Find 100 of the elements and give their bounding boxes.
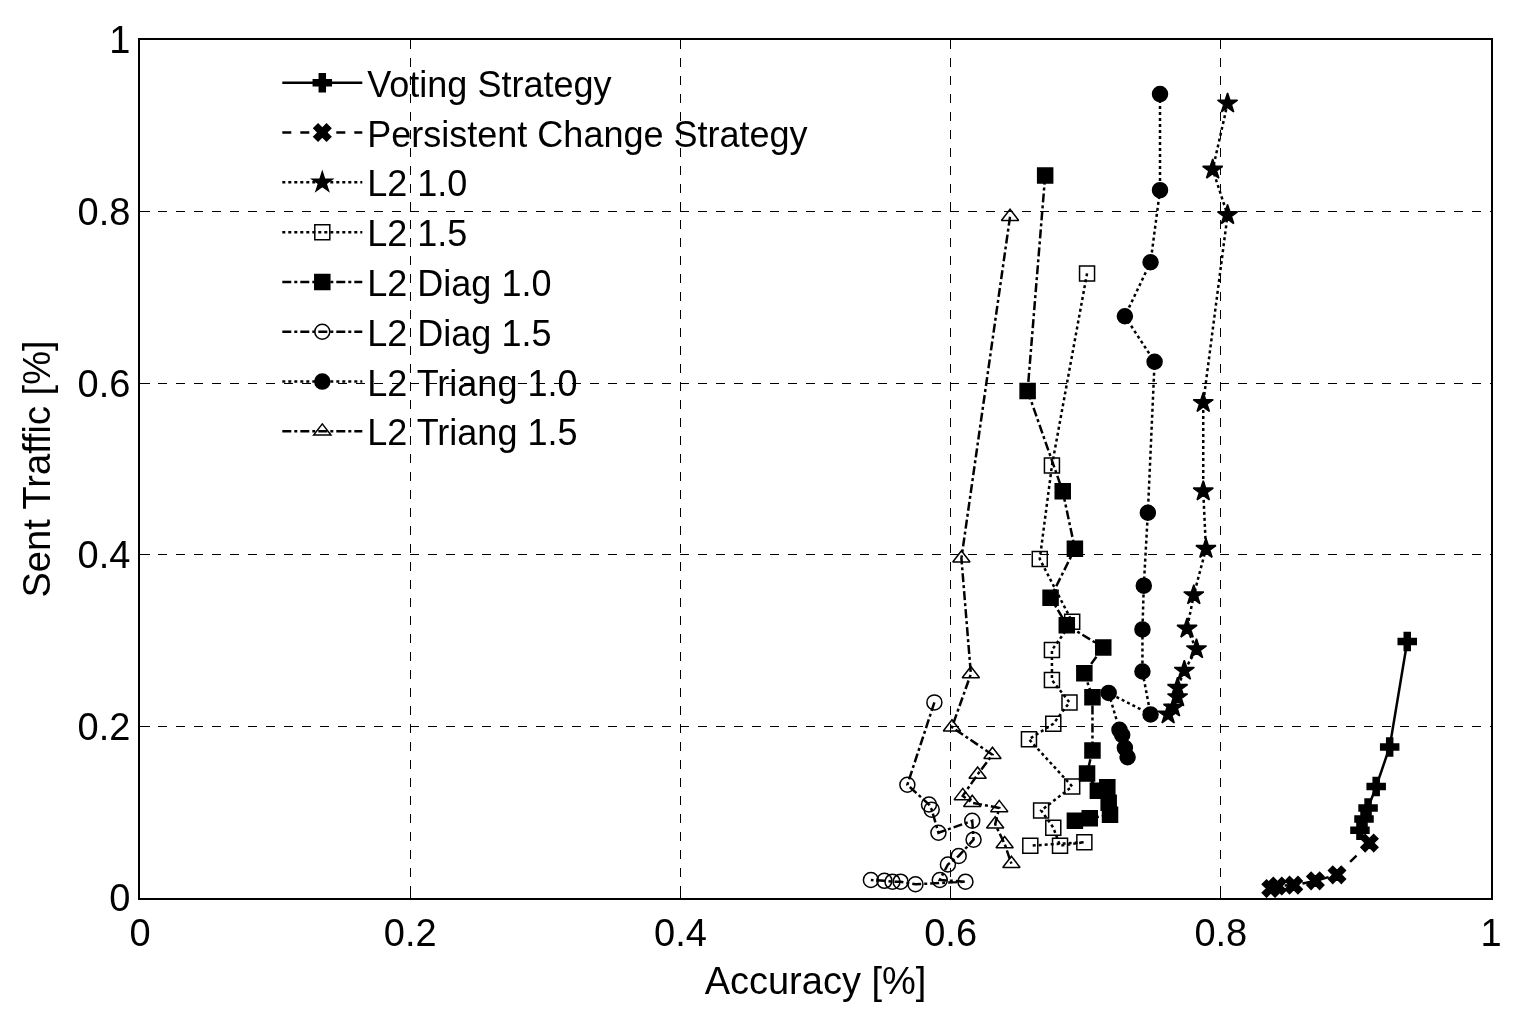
point [1151, 85, 1169, 103]
point [1019, 382, 1036, 400]
point [920, 796, 938, 813]
point [1084, 688, 1101, 706]
point [1045, 715, 1062, 733]
point [962, 794, 982, 808]
point [1142, 253, 1159, 271]
point [1183, 583, 1205, 605]
point [876, 872, 893, 890]
point [1216, 203, 1239, 225]
point [1379, 737, 1400, 757]
x-tick-label: 0.4 [653, 911, 707, 954]
point [939, 856, 957, 873]
point [1135, 577, 1153, 594]
point [1061, 694, 1078, 711]
point [1031, 550, 1049, 568]
point [1113, 726, 1131, 744]
point [1327, 865, 1347, 885]
point [1100, 684, 1117, 702]
point [1366, 776, 1386, 797]
point [957, 873, 974, 890]
point [1216, 92, 1239, 113]
point [1146, 353, 1163, 370]
point [995, 835, 1015, 849]
point [1045, 819, 1062, 836]
point [1350, 820, 1370, 840]
point [1116, 308, 1134, 325]
point [1058, 616, 1076, 634]
legend-label: Persistent Change Strategy [367, 113, 808, 155]
point [950, 847, 967, 865]
point [931, 871, 949, 889]
point [1076, 664, 1093, 682]
y-tick-label: 1 [109, 19, 131, 62]
point [923, 801, 940, 818]
point [1176, 617, 1198, 638]
point [1142, 706, 1159, 723]
point [963, 812, 981, 830]
point [1139, 504, 1157, 521]
y-tick-label: 0.8 [77, 190, 131, 233]
point [1032, 802, 1050, 819]
point [1036, 167, 1054, 184]
point [899, 776, 916, 793]
legend-label: L2 Triang 1.0 [367, 362, 578, 404]
point [952, 549, 971, 563]
point [1042, 589, 1059, 606]
legend-label: L2 1.5 [367, 213, 468, 255]
point [926, 694, 943, 711]
point [1134, 621, 1151, 638]
point [907, 876, 924, 893]
point [1192, 391, 1214, 413]
point [1119, 749, 1136, 766]
legend-label: L2 1.0 [367, 163, 468, 205]
point [983, 746, 1002, 760]
legend-label: L2 Diag 1.5 [367, 312, 552, 354]
point [965, 831, 982, 848]
x-tick-label: 1 [1480, 911, 1502, 954]
point [1054, 483, 1071, 500]
point [1020, 731, 1038, 748]
point [1066, 540, 1084, 558]
point [961, 665, 981, 679]
point [1261, 879, 1281, 898]
point [1043, 671, 1061, 689]
point [1284, 875, 1303, 895]
point [1066, 812, 1084, 830]
point [1397, 631, 1417, 652]
point [985, 815, 1005, 829]
x-tick-label: 0.8 [1194, 911, 1248, 954]
point [1043, 457, 1061, 474]
point [862, 871, 880, 889]
point [1078, 765, 1096, 782]
y-tick-label: 0.4 [77, 534, 131, 577]
x-axis-title: Accuracy [%] [704, 960, 927, 1003]
point [1051, 837, 1069, 854]
y-tick-label: 0.2 [77, 705, 131, 748]
point [989, 799, 1009, 813]
point [1360, 833, 1379, 853]
point [1306, 871, 1325, 891]
point [953, 787, 973, 801]
point [1185, 637, 1208, 659]
point [1081, 809, 1098, 827]
point [1001, 855, 1021, 869]
point [1022, 837, 1039, 854]
point [1151, 181, 1169, 199]
point [1099, 779, 1116, 796]
point [892, 873, 909, 890]
point [1173, 659, 1196, 680]
legend-label: L2 Triang 1.5 [367, 412, 578, 454]
y-axis-title: Sent Traffic [%] [16, 340, 59, 598]
point [884, 873, 901, 890]
point [1195, 537, 1217, 559]
point [1078, 265, 1096, 282]
point [1076, 833, 1093, 851]
x-tick-label: 0.2 [383, 911, 437, 954]
point [1201, 158, 1224, 179]
legend-label: L2 Diag 1.0 [367, 263, 552, 305]
point [930, 824, 947, 842]
legend-label: Voting Strategy [367, 63, 612, 105]
point [1192, 480, 1214, 501]
point [1084, 742, 1101, 759]
x-tick-label: 0.6 [924, 911, 978, 954]
